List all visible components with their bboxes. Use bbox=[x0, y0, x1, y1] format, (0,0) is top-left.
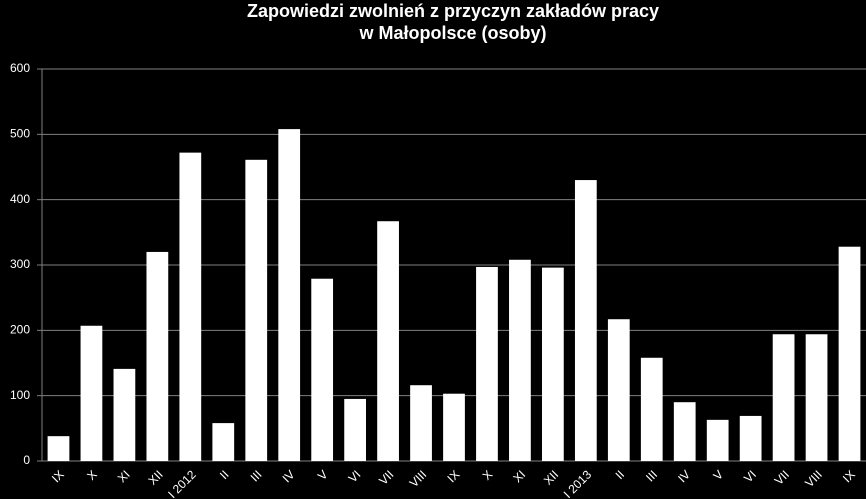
y-tick-label: 500 bbox=[10, 127, 30, 141]
bar bbox=[344, 398, 366, 461]
bar bbox=[113, 368, 136, 461]
y-tick-label: 600 bbox=[10, 61, 30, 75]
bar bbox=[838, 246, 861, 461]
bar bbox=[410, 385, 432, 461]
bar bbox=[212, 423, 235, 461]
bar bbox=[443, 393, 465, 461]
bar bbox=[739, 415, 762, 461]
bar bbox=[146, 251, 169, 461]
chart-title: Zapowiedzi zwolnień z przyczyn zakładów … bbox=[247, 1, 659, 21]
bar bbox=[311, 278, 334, 461]
bar bbox=[805, 334, 828, 461]
y-tick-label: 100 bbox=[10, 388, 30, 402]
bar bbox=[47, 436, 70, 461]
y-tick-label: 300 bbox=[10, 257, 30, 271]
bar bbox=[640, 357, 663, 461]
bar bbox=[772, 334, 795, 461]
y-tick-label: 200 bbox=[10, 323, 30, 337]
y-tick-label: 400 bbox=[10, 192, 30, 206]
bar bbox=[80, 325, 103, 461]
y-tick-label: 0 bbox=[23, 453, 30, 467]
bar bbox=[179, 152, 202, 462]
bar bbox=[607, 319, 630, 461]
chart-subtitle: w Małopolsce (osoby) bbox=[358, 23, 546, 43]
bar bbox=[278, 129, 301, 461]
bar bbox=[673, 402, 696, 461]
bar bbox=[574, 180, 597, 462]
bar bbox=[476, 266, 498, 461]
bar bbox=[245, 159, 268, 461]
bar bbox=[509, 259, 531, 461]
bar bbox=[706, 419, 729, 461]
bar bbox=[542, 267, 564, 461]
bar bbox=[377, 221, 399, 461]
